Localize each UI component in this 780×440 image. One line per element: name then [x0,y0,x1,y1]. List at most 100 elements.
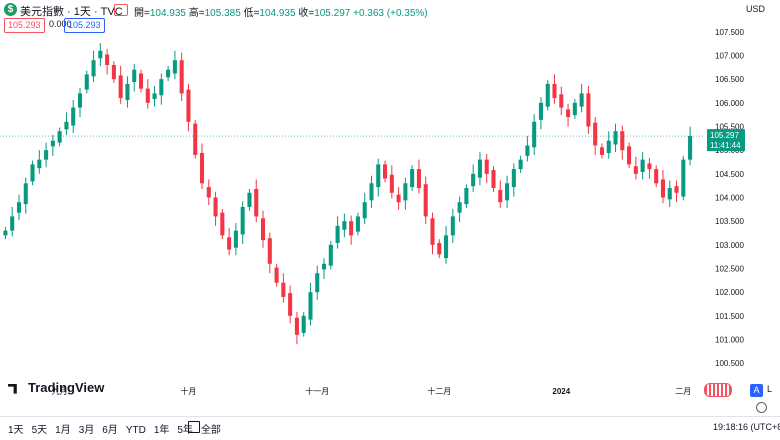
candle-body [627,146,632,165]
candle-body [30,164,35,182]
candle-body [274,267,279,283]
candle-body [220,212,225,236]
candle-body [342,221,347,230]
candle-body [566,109,571,118]
candle-body [491,170,496,189]
y-tick-label: 104.500 [715,170,744,179]
symbol-title[interactable]: 美元指數 · 1天 · TVC [20,6,123,18]
currency-selector[interactable]: USD [746,4,766,14]
candle-body [599,147,604,155]
candle-body [688,135,693,160]
price-tag [707,129,745,152]
candlestick-chart[interactable]: 100.500 101.000 101.500 102.000 102.500 103.0… [0,20,745,397]
candle-body [233,230,238,248]
candle-body [647,163,652,170]
candle-body [389,174,394,193]
clock-readout: 19:18:16 (UTC+8) [713,422,780,432]
range-buttons: 1天 5天 1月 3月 6月 YTD 1年 5年 全部 [8,421,229,436]
candle-body [227,237,232,250]
candle-body [606,140,611,154]
candle-body [254,188,259,217]
candle-body [633,166,638,174]
sell-price-badge[interactable]: 105.293 [4,18,45,33]
range-button[interactable]: 全部 [200,425,221,436]
y-tick-label: 107.000 [715,52,744,61]
candle-body [505,183,510,201]
range-button[interactable]: 1年 [153,425,170,436]
candle-body [376,164,381,188]
range-button[interactable]: 3月 [78,425,95,436]
candle-body [667,188,672,200]
candle-body [410,169,415,188]
candle-body [16,202,22,213]
candle-body [281,282,286,297]
range-button[interactable]: 1天 [8,425,24,436]
candle-body [288,293,293,316]
candle-body [430,218,435,245]
x-tick-label: 十月 [180,386,196,396]
range-button[interactable]: 1月 [55,425,71,436]
candle-body [498,189,503,203]
candle-body [532,121,537,148]
candle-body [294,317,299,335]
price-tag-value: 105.297 [710,131,739,140]
candle-body [484,159,489,174]
candle-body [355,216,360,232]
candle-body [186,89,191,122]
candle-body [444,235,449,259]
candle-body [538,102,543,120]
candle-body [464,188,469,205]
candle-body [321,263,327,270]
y-tick-label: 105.500 [715,123,744,132]
candle-body [579,93,584,107]
x-tick-label: 2024 [552,387,570,396]
candle-body [525,145,530,156]
candle-body [423,184,428,217]
candle-body [315,273,320,293]
y-tick-label: 102.000 [715,288,744,297]
candle-body [159,79,164,96]
candle-body [138,73,144,89]
candle-body [396,194,401,203]
eye-icon[interactable] [114,4,128,16]
us-flag-icon [704,383,732,397]
log-scale-button[interactable]: L [767,384,773,394]
candle-body [437,242,442,255]
y-tick-label: 100.500 [715,359,744,368]
candle-body [416,169,421,189]
range-button[interactable]: YTD [125,425,146,436]
candle-body [477,159,482,178]
gear-icon[interactable] [756,402,767,413]
candle-body [518,159,523,170]
range-button[interactable]: 6月 [102,425,118,436]
tv-logo-icon [8,383,17,394]
candle-body [10,216,15,231]
buy-price-badge[interactable]: 105.293 [64,18,105,33]
candle-body [471,173,476,187]
candle-body [450,216,455,236]
candle-body [674,186,679,193]
calendar-icon[interactable] [188,421,200,433]
candle-body [613,131,618,145]
candle-body [3,230,8,236]
candle-body [552,83,557,99]
range-button[interactable]: 5年 [177,425,193,436]
dollar-symbol-icon: $ [4,3,17,16]
candle-body [267,238,272,264]
y-tick-label: 101.000 [715,336,744,345]
y-tick-label: 102.500 [715,265,744,274]
candle-body [335,225,340,243]
x-tick-label: 二月 [675,387,691,396]
candle-body [125,83,130,100]
y-tick-label: 101.500 [715,312,744,321]
candle-body [403,183,408,201]
range-button[interactable]: 5天 [31,425,48,436]
candle-body [77,93,83,108]
candle-body [91,60,96,77]
auto-scale-button[interactable]: A [750,384,763,397]
candle-body [572,102,577,116]
y-tick-label: 104.000 [715,194,744,203]
candle-body [105,54,110,65]
candle-body [206,187,211,198]
candle-body [44,150,49,160]
